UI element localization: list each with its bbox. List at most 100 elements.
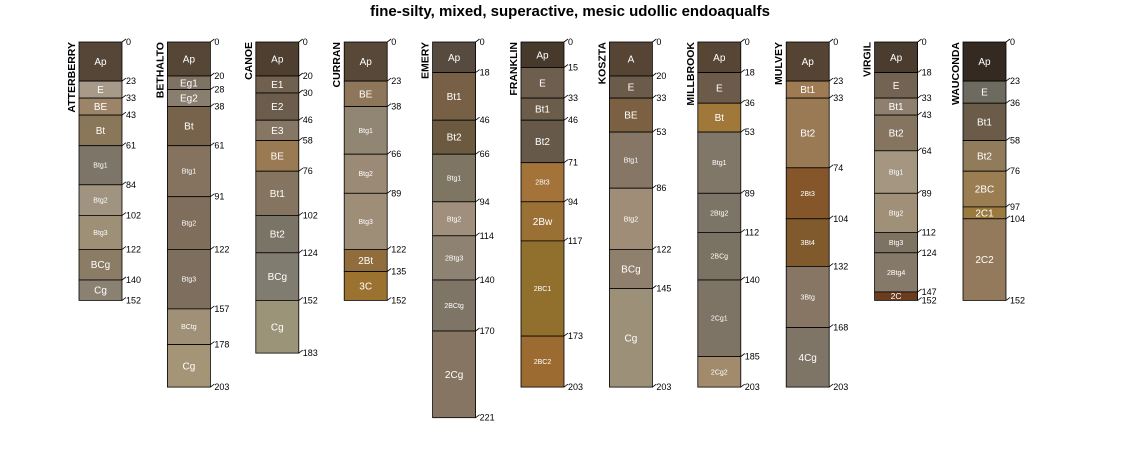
horizon-koszta-bcg — [609, 248, 653, 289]
depth-label-canoe-183: 183 — [303, 348, 318, 358]
depth-label-virgil-0: 0 — [922, 37, 927, 47]
depth-label-wauconda-104: 104 — [1010, 214, 1025, 224]
depth-label-atterberry-0: 0 — [126, 37, 131, 47]
horizon-label-franklin-2bc1: 2BC1 — [534, 286, 552, 293]
horizon-label-canoe-be: BE — [271, 151, 285, 162]
horizon-millbrook-2cg1 — [697, 279, 742, 357]
depth-label-atterberry-122: 122 — [126, 244, 141, 254]
depth-tick-atterberry-152 — [121, 297, 127, 301]
depth-tick-atterberry-0 — [121, 38, 127, 43]
horizon-wauconda-bt1 — [962, 102, 1007, 141]
depth-label-atterberry-140: 140 — [126, 275, 141, 285]
depth-tick-koszta-53 — [652, 128, 657, 133]
depth-label-franklin-46: 46 — [568, 115, 578, 125]
depth-label-koszta-203: 203 — [656, 382, 671, 392]
depth-label-curran-135: 135 — [391, 267, 406, 277]
depth-label-franklin-173: 173 — [568, 331, 583, 341]
depth-tick-atterberry-61 — [121, 142, 127, 147]
depth-label-atterberry-61: 61 — [126, 141, 136, 151]
horizon-koszta-cg — [609, 288, 653, 388]
depth-tick-virgil-64 — [917, 147, 922, 152]
horizon-label-canoe-e2: E2 — [271, 102, 284, 113]
depth-label-canoe-152: 152 — [303, 295, 318, 305]
horizon-label-millbrook-2btg2: 2Btg2 — [710, 210, 728, 217]
depth-label-koszta-33: 33 — [656, 93, 666, 103]
depth-label-bethalto-91: 91 — [214, 192, 224, 202]
horizon-label-bethalto-ap: Ap — [183, 55, 196, 66]
horizon-label-koszta-be: BE — [624, 111, 638, 122]
depth-label-bethalto-61: 61 — [214, 141, 224, 151]
depth-tick-bethalto-178 — [210, 341, 215, 345]
horizon-curran-btg2 — [343, 153, 388, 194]
depth-label-koszta-0: 0 — [656, 37, 661, 47]
horizon-atterberry-btg3 — [78, 214, 123, 250]
horizon-millbrook-btg1 — [697, 131, 742, 194]
depth-tick-atterberry-23 — [121, 77, 127, 82]
horizon-label-wauconda-2c1: 2C1 — [975, 208, 994, 219]
depth-tick-emery-66 — [475, 150, 480, 155]
horizon-label-bethalto-btg3: Btg3 — [182, 277, 197, 284]
horizon-label-emery-2cg: 2Cg — [445, 370, 463, 381]
depth-label-mulvey-74: 74 — [833, 163, 843, 173]
depth-tick-bethalto-28 — [210, 86, 215, 90]
depth-tick-emery-0 — [475, 38, 480, 43]
depth-label-curran-66: 66 — [391, 149, 401, 159]
depth-label-franklin-71: 71 — [568, 158, 578, 168]
depth-tick-emery-221 — [475, 414, 480, 419]
depth-label-mulvey-23: 23 — [833, 76, 843, 86]
depth-label-bethalto-203: 203 — [214, 382, 229, 392]
depth-tick-virgil-33 — [917, 94, 922, 99]
horizon-label-curran-3c: 3C — [359, 281, 372, 292]
horizon-virgil-bt2 — [874, 114, 918, 152]
profile-name-canoe: CANOE — [243, 42, 255, 80]
depth-label-atterberry-152: 152 — [126, 295, 141, 305]
horizon-label-franklin-bt2: Bt2 — [535, 137, 550, 148]
horizon-franklin-e — [520, 67, 565, 99]
depth-tick-mulvey-74 — [828, 164, 834, 169]
horizon-franklin-2bt3 — [520, 162, 565, 203]
profile-name-virgil: VIRGIL — [862, 41, 874, 77]
horizon-label-mulvey-4cg: 4Cg — [799, 353, 817, 364]
profile-virgil: VIRGIL Ap E Bt1 Bt2 Btg1 Btg2 Btg3 2Btg4 2C 0 18 33 4… — [862, 37, 937, 305]
depth-label-virgil-147: 147 — [922, 287, 937, 297]
depth-tick-curran-23 — [386, 77, 392, 82]
depth-label-franklin-33: 33 — [568, 93, 578, 103]
profile-name-emery: EMERY — [420, 42, 432, 79]
profile-canoe: CANOE Ap E1 E2 E3 BE Bt1 Bt2 BCg Cg 0 20 30 46 58 76 102… — [243, 37, 318, 358]
horizon-label-virgil-bt1: Bt1 — [889, 102, 904, 113]
depth-tick-mulvey-104 — [828, 215, 834, 220]
depth-tick-koszta-145 — [652, 285, 657, 289]
depth-tick-curran-152 — [386, 297, 392, 301]
depth-tick-emery-170 — [475, 327, 480, 332]
depth-tick-canoe-0 — [298, 38, 304, 43]
depth-tick-millbrook-185 — [740, 353, 746, 357]
profiles-group: ATTERBERRY Ap E BE Bt Btg1 Btg2 Btg3 BCg Cg 0 23 33 4… — [66, 37, 1025, 423]
depth-label-emery-170: 170 — [480, 326, 495, 336]
horizon-mulvey-ap — [785, 41, 830, 82]
profile-name-curran: CURRAN — [331, 42, 343, 88]
horizon-label-mulvey-3btg: 3Btg — [800, 294, 815, 301]
depth-tick-franklin-203 — [563, 383, 569, 388]
depth-tick-curran-89 — [386, 189, 392, 194]
depth-label-koszta-86: 86 — [656, 183, 666, 193]
depth-label-emery-46: 46 — [480, 115, 490, 125]
depth-tick-koszta-20 — [652, 72, 657, 77]
depth-label-virgil-18: 18 — [922, 68, 932, 78]
depth-tick-franklin-46 — [563, 116, 569, 121]
depth-label-millbrook-112: 112 — [745, 227, 759, 237]
depth-label-wauconda-23: 23 — [1010, 76, 1020, 86]
depth-tick-canoe-30 — [298, 89, 304, 94]
depth-tick-virgil-43 — [917, 111, 922, 116]
depth-label-wauconda-0: 0 — [1010, 37, 1015, 47]
horizon-atterberry-ap — [78, 41, 123, 82]
depth-label-curran-0: 0 — [391, 37, 396, 47]
depth-label-virgil-64: 64 — [922, 146, 932, 156]
depth-tick-bethalto-61 — [210, 142, 215, 147]
horizon-mulvey-3btg — [785, 265, 830, 328]
horizon-label-bethalto-eg2: Eg2 — [180, 94, 198, 105]
depth-label-virgil-152: 152 — [922, 295, 937, 305]
horizon-label-mulvey-bt1: Bt1 — [800, 85, 815, 96]
depth-tick-millbrook-89 — [740, 189, 746, 194]
profile-wauconda: WAUCONDA Ap E Bt1 Bt2 2BC 2C1 2C2 0 23 36 58 76 97 104… — [950, 37, 1025, 305]
horizon-canoe-ap — [255, 41, 300, 77]
